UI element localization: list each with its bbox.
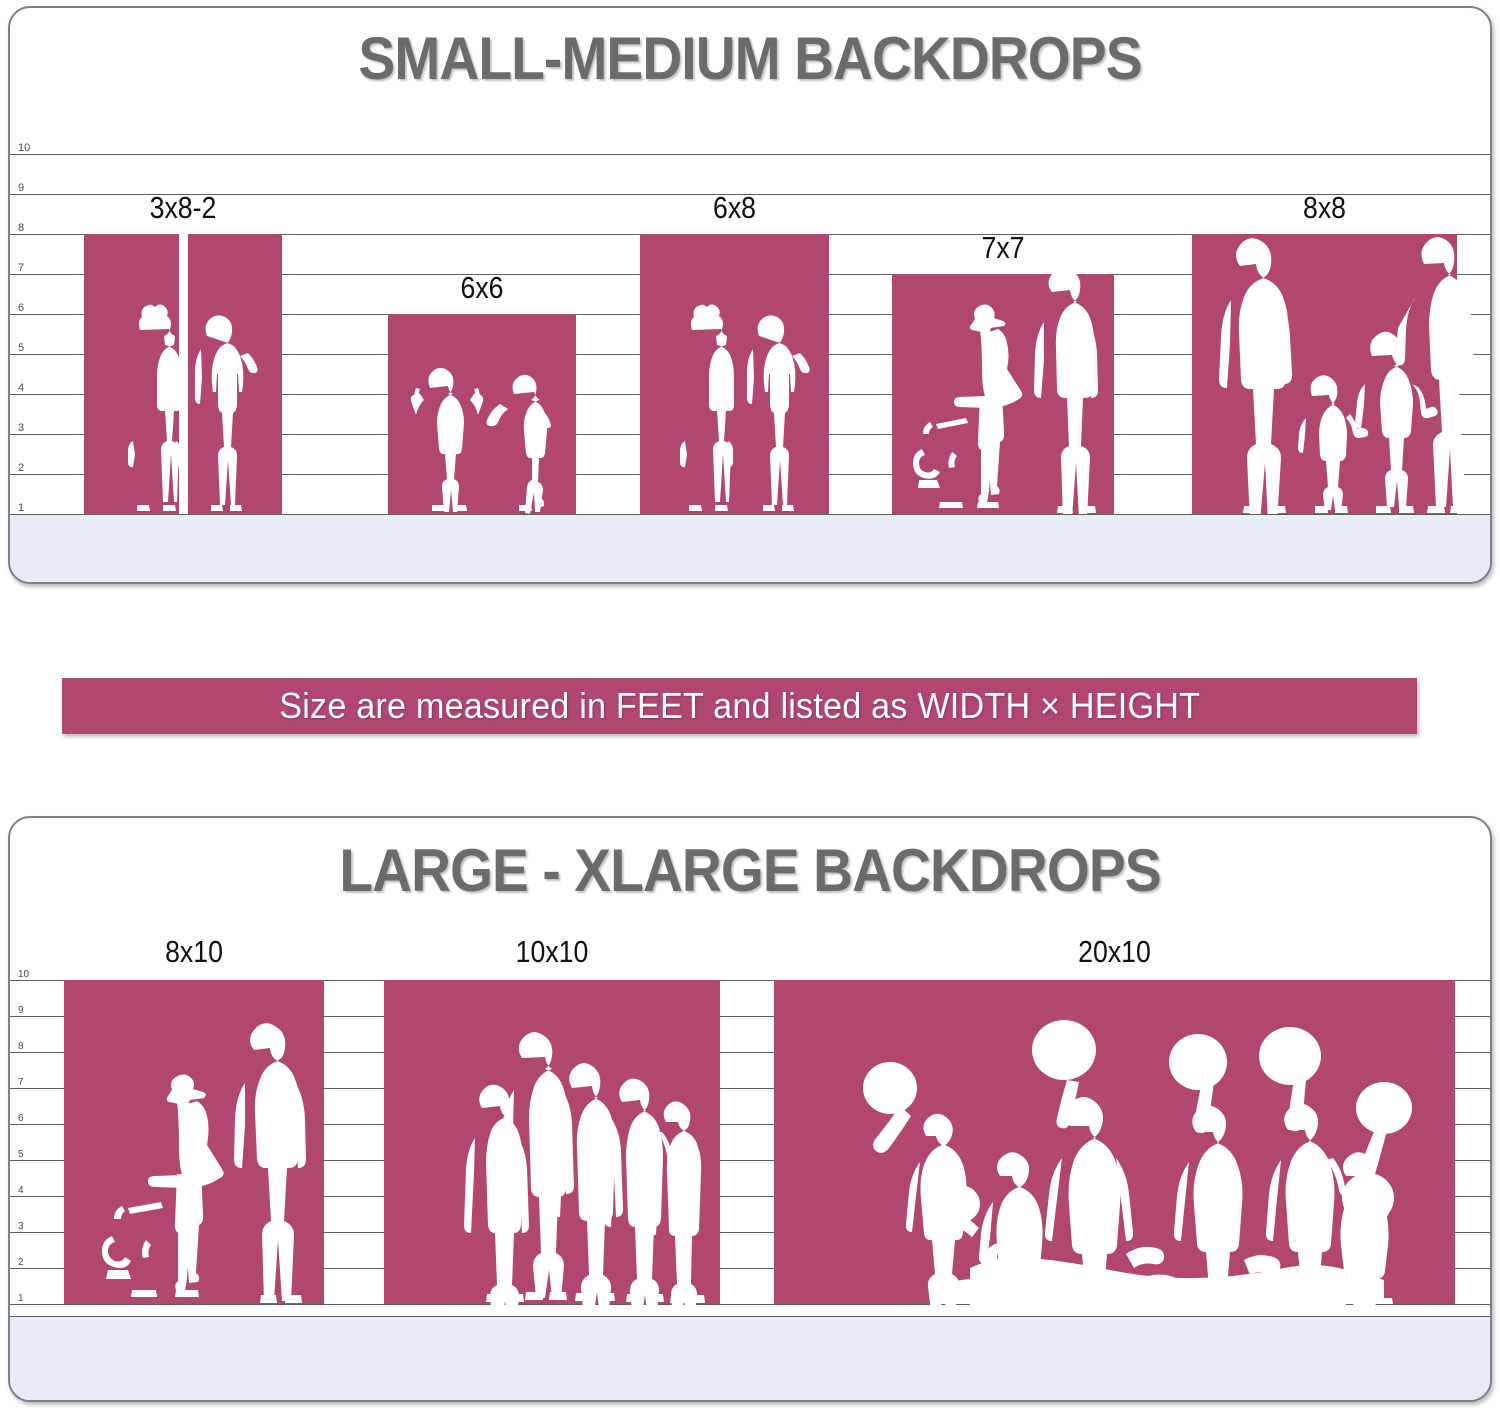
tick-label-8: 8: [18, 1041, 24, 1052]
floor-surface-top: [10, 514, 1490, 582]
bar-label-7x7: 7x7: [981, 230, 1025, 265]
tick-label-3: 3: [18, 422, 25, 434]
backdrop-bar-10x10[interactable]: [384, 980, 720, 1327]
gridline-9: [10, 1016, 1490, 1017]
tick-label-7: 7: [18, 262, 25, 274]
gridline-10: [10, 154, 1490, 155]
gridline-3: [10, 1232, 1490, 1233]
gridline-10: [10, 980, 1490, 981]
tick-label-6: 6: [18, 302, 25, 314]
panel-title-large-xlarge: LARGE - XLARGE BACKDROPS: [339, 837, 1161, 904]
pompom: [863, 1062, 917, 1114]
size-unit-banner: Size are measured in FEET and listed as …: [62, 678, 1417, 734]
tick-label-2: 2: [18, 1257, 24, 1268]
tick-label-10: 10: [18, 142, 31, 154]
gridline-9: [10, 194, 1490, 195]
backdrop-bar-8x8[interactable]: [1192, 234, 1474, 522]
gridline-6: [10, 1124, 1490, 1125]
tick-label-5: 5: [18, 1149, 24, 1160]
backdrop-bar-6x6[interactable]: [388, 314, 576, 514]
small-medium-backdrops-panel: SMALL-MEDIUM BACKDROPS 10 9 8 7 6 5 4 3 …: [8, 6, 1492, 584]
pompom: [1032, 1020, 1096, 1080]
backdrop-bar-20x10[interactable]: [774, 980, 1455, 1341]
tick-label-3: 3: [18, 1221, 24, 1232]
two-girls-silhouette: [680, 304, 810, 511]
tick-label-9: 9: [18, 182, 25, 194]
tick-label-10: 10: [18, 969, 30, 980]
tick-label-4: 4: [18, 1185, 24, 1196]
tick-label-7: 7: [18, 1077, 24, 1088]
tick-label-8: 8: [18, 222, 25, 234]
backdrop-bar-3x8-2[interactable]: [84, 234, 282, 514]
bar-label-20x10: 20x10: [1078, 934, 1151, 969]
tick-label-1: 1: [18, 1293, 24, 1304]
two-girls-silhouette: [128, 304, 258, 511]
small-medium-chart: 10 9 8 7 6 5 4 3 2 1: [10, 142, 1490, 522]
gridline-4: [10, 1196, 1490, 1197]
cheer-squad-silhouette: [863, 1020, 1412, 1341]
pompom: [1356, 1082, 1412, 1134]
gridline-7: [10, 1088, 1490, 1089]
large-xlarge-chart: 10 9 8 7 6 5 4 3 2 1: [10, 934, 1490, 1341]
tick-label-5: 5: [18, 342, 25, 354]
tick-label-6: 6: [18, 1113, 24, 1124]
gridline-5: [10, 1160, 1490, 1161]
size-unit-banner-text: Size are measured in FEET and listed as …: [279, 685, 1200, 726]
tick-label-2: 2: [18, 462, 25, 474]
bar-label-10x10: 10x10: [515, 934, 589, 969]
bar-label-6x8: 6x8: [713, 190, 756, 225]
gridline-2: [10, 1268, 1490, 1269]
group-of-five-silhouette: [464, 1032, 705, 1327]
two-kids-silhouette: [410, 367, 551, 514]
bar-label-6x6: 6x6: [460, 270, 504, 305]
floor-surface-bottom: [10, 1316, 1490, 1400]
tick-label-1: 1: [18, 502, 25, 514]
couple-with-bicycle-silhouette: [913, 267, 1098, 518]
backdrop-bar-6x8[interactable]: [640, 234, 829, 514]
backdrop-panel-divider: [179, 234, 188, 514]
large-xlarge-backdrops-panel: LARGE - XLARGE BACKDROPS 10 9 8 7 6 5 4 …: [8, 816, 1492, 1402]
pompom: [1259, 1027, 1321, 1085]
bar-label-3x8-2: 3x8-2: [149, 190, 217, 225]
backdrop-bar-7x7[interactable]: [892, 267, 1114, 518]
bar-label-8x8: 8x8: [1303, 190, 1346, 225]
pompom: [1169, 1034, 1227, 1090]
bar-label-8x10: 8x10: [165, 934, 223, 969]
backdrop-bar-8x10[interactable]: [64, 980, 324, 1304]
panel-title-small-medium: SMALL-MEDIUM BACKDROPS: [358, 25, 1142, 92]
family-of-four-silhouette: [1219, 237, 1474, 522]
gridline-8: [10, 1052, 1490, 1053]
tick-label-9: 9: [18, 1005, 24, 1016]
couple-with-bicycle-silhouette: [102, 1023, 306, 1303]
gridline-1: [10, 1304, 1490, 1305]
tick-label-4: 4: [18, 382, 25, 394]
